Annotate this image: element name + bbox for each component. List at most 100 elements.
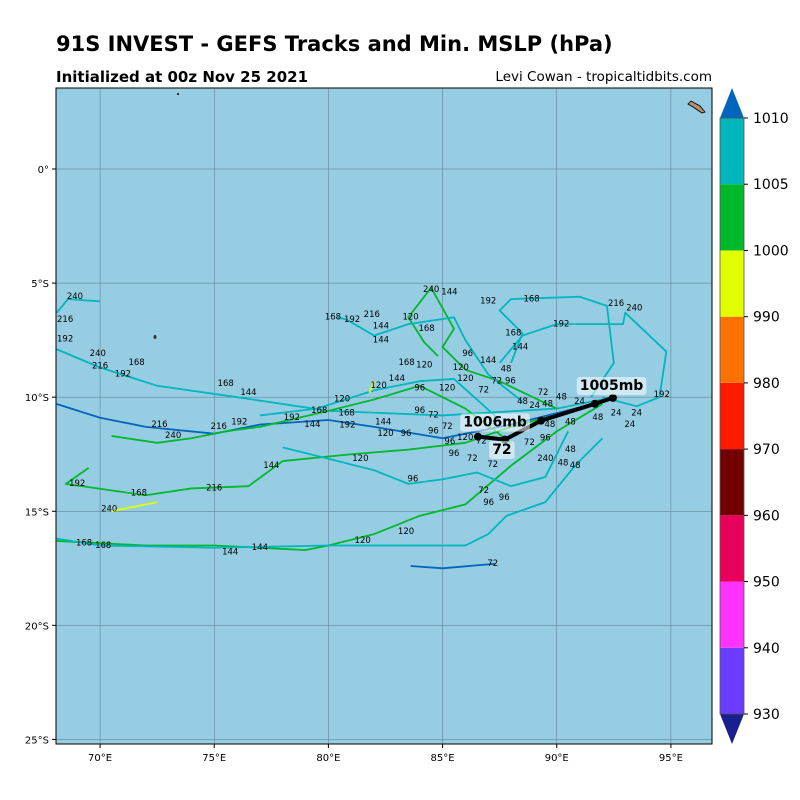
colorbar-frame bbox=[719, 117, 745, 715]
lat-tick-label: 0° bbox=[38, 165, 49, 176]
ensemble-track bbox=[56, 437, 604, 549]
forecast-hour-label: 72 bbox=[491, 376, 502, 386]
colorbar: 930 940 950 960 970 980 990 1000 1005 1010 bbox=[719, 88, 789, 744]
forecast-hour-label: 96 bbox=[428, 427, 439, 437]
lon-tick-label: 85°E bbox=[431, 753, 455, 764]
ensemble-track bbox=[410, 562, 496, 570]
forecast-hour-label: 48 bbox=[501, 365, 512, 375]
forecast-hour-label: 168 bbox=[418, 324, 434, 334]
axis-ticks: 70°E 75°E 80°E 85°E 90°E 95°E 0° 5°S 10°S 15°S 20°… bbox=[25, 165, 683, 764]
forecast-hour-label: 72 bbox=[467, 454, 478, 464]
ensemble-tracks bbox=[56, 286, 668, 570]
colorbar-max-arrow bbox=[720, 88, 744, 118]
colorbar-tick-label: 940 bbox=[753, 641, 780, 657]
ensemble-track bbox=[498, 311, 668, 408]
forecast-hour-label: 120 bbox=[453, 363, 469, 373]
forecast-hour-label: 96 bbox=[414, 406, 425, 416]
forecast-hour-label: 192 bbox=[344, 315, 360, 325]
forecast-hour-label: 168 bbox=[523, 294, 539, 304]
forecast-hour-label: 144 bbox=[263, 461, 279, 471]
lon-tick-label: 90°E bbox=[545, 753, 569, 764]
forecast-hour-label: 24 bbox=[529, 401, 540, 411]
ensemble-track bbox=[407, 286, 558, 410]
forecast-hour-label: 144 bbox=[373, 322, 389, 332]
forecast-hour-label: 120 bbox=[352, 454, 368, 464]
forecast-hour-label: 144 bbox=[240, 388, 256, 398]
colorbar-min-arrow bbox=[720, 714, 744, 744]
forecast-hour-label: 144 bbox=[389, 374, 405, 384]
lat-tick-label: 10°S bbox=[25, 393, 49, 404]
pressure-label: 1005mb bbox=[580, 378, 644, 394]
forecast-hour-label: 120 bbox=[371, 381, 387, 391]
mean-track-point bbox=[590, 399, 599, 408]
lon-tick-label: 95°E bbox=[659, 753, 683, 764]
ensemble-track bbox=[111, 501, 158, 513]
mean-track: 1005mb 1006mb 72 bbox=[460, 377, 647, 459]
ensemble-track bbox=[56, 348, 614, 417]
forecast-hour-label: 168 bbox=[76, 538, 92, 548]
colorbar-tick-label: 980 bbox=[753, 376, 780, 392]
forecast-hour-label: 240 bbox=[423, 285, 439, 295]
ensemble-track bbox=[498, 295, 615, 398]
forecast-hour-label: 96 bbox=[505, 376, 516, 386]
forecast-hour-label: 144 bbox=[373, 335, 389, 345]
init-time: Initialized at 00z Nov 25 2021 bbox=[56, 68, 309, 86]
forecast-hour-label: 192 bbox=[480, 297, 496, 307]
forecast-hour-label: 96 bbox=[401, 429, 412, 439]
forecast-hour-label: 192 bbox=[231, 418, 247, 428]
forecast-hour-label: 192 bbox=[115, 370, 131, 380]
forecast-hour-label: 144 bbox=[304, 420, 320, 430]
forecast-hour-label: 240 bbox=[90, 349, 106, 359]
forecast-hour-label: 192 bbox=[339, 421, 355, 431]
lat-tick-label: 15°S bbox=[25, 507, 49, 518]
label-background bbox=[489, 440, 515, 459]
forecast-hour-label: 48 bbox=[565, 418, 576, 428]
forecast-hour-label: 72 bbox=[442, 422, 453, 432]
forecast-hour-label: 72 bbox=[428, 411, 439, 421]
ensemble-track bbox=[259, 378, 501, 421]
colorbar-tick-label: 1010 bbox=[753, 111, 789, 127]
forecast-hour-label: 120 bbox=[457, 433, 473, 443]
forecast-hour-label: 96 bbox=[462, 349, 473, 359]
forecast-hour-label: 144 bbox=[222, 548, 238, 558]
forecast-hour-label: 24 bbox=[574, 397, 585, 407]
forecast-hour-label: 192 bbox=[69, 479, 85, 489]
forecast-hour-label: 120 bbox=[439, 383, 455, 393]
colorbar-tick-label: 1000 bbox=[753, 243, 789, 259]
forecast-hour-label: 96 bbox=[414, 383, 425, 393]
land bbox=[153, 93, 706, 339]
lon-tick-label: 80°E bbox=[316, 753, 340, 764]
forecast-hour-label: 24 bbox=[611, 408, 622, 418]
forecast-hour-label: 168 bbox=[128, 358, 144, 368]
island bbox=[153, 335, 157, 339]
forecast-hour-label: 96 bbox=[499, 493, 510, 503]
forecast-hour-label: 168 bbox=[95, 541, 111, 551]
forecast-hour-label: 48 bbox=[570, 461, 581, 471]
forecast-hour-label: 192 bbox=[553, 319, 569, 329]
forecast-hour-label: 48 bbox=[558, 459, 569, 469]
forecast-hour-label: 96 bbox=[407, 475, 418, 485]
forecast-hour-label: 240 bbox=[537, 454, 553, 464]
forecast-hour-label: 48 bbox=[544, 420, 555, 430]
forecast-hour-label: 72 bbox=[478, 486, 489, 496]
colorbar-tick-label: 950 bbox=[753, 575, 780, 591]
forecast-hour-label: 216 bbox=[92, 361, 108, 371]
forecast-hour-label: 24 bbox=[624, 420, 635, 430]
forecast-hour-label: 216 bbox=[211, 422, 227, 432]
forecast-hour-label: 48 bbox=[565, 445, 576, 455]
label-background bbox=[576, 377, 647, 396]
forecast-hour-label: 96 bbox=[449, 449, 460, 459]
forecast-hour-label: 120 bbox=[398, 527, 414, 537]
forecast-hour-label: 120 bbox=[416, 361, 432, 371]
mean-track-point bbox=[473, 432, 482, 441]
colorbar-tick-label: 990 bbox=[753, 310, 780, 326]
colorbar-tick-label: 960 bbox=[753, 508, 780, 524]
forecast-hour-label: 48 bbox=[517, 397, 528, 407]
forecast-hour-label: 168 bbox=[505, 329, 521, 339]
map-frame bbox=[55, 87, 713, 745]
colorbar-segment bbox=[720, 316, 744, 383]
label-background bbox=[460, 413, 530, 432]
forecast-hour-label: 216 bbox=[206, 484, 222, 494]
